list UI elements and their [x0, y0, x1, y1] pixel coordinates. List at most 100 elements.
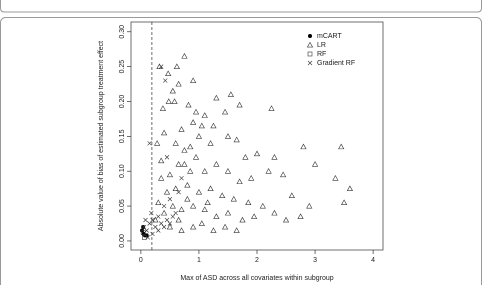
point	[207, 140, 214, 146]
point	[141, 224, 146, 229]
point	[190, 223, 197, 230]
point	[160, 209, 168, 216]
point	[242, 154, 249, 160]
point	[175, 216, 182, 223]
point	[227, 91, 234, 97]
point	[154, 140, 161, 146]
point	[280, 171, 287, 178]
point	[166, 171, 174, 178]
point	[192, 108, 200, 115]
point	[163, 188, 171, 195]
point	[207, 185, 214, 192]
point	[288, 192, 295, 198]
point	[144, 228, 149, 233]
point	[282, 216, 290, 223]
point	[311, 161, 319, 167]
point	[271, 154, 278, 160]
point	[181, 161, 188, 167]
legend-label: Gradient RF	[317, 60, 355, 67]
legend-marker	[308, 34, 312, 38]
point	[268, 105, 275, 111]
point	[176, 189, 181, 195]
legend-label: RF	[317, 51, 326, 58]
point	[158, 157, 165, 164]
point	[239, 216, 246, 223]
point	[169, 87, 176, 94]
y-tick-label: 0.10	[119, 164, 126, 178]
point	[185, 101, 192, 108]
point	[163, 78, 168, 83]
point	[158, 221, 164, 226]
point	[233, 227, 240, 233]
point	[338, 143, 345, 150]
point	[306, 202, 313, 209]
point	[178, 227, 185, 233]
legend-label: LR	[317, 42, 326, 49]
point	[198, 122, 205, 129]
point	[219, 192, 226, 198]
point	[187, 143, 194, 150]
point	[253, 150, 261, 157]
point	[143, 217, 148, 223]
point	[173, 210, 178, 216]
point	[184, 195, 191, 202]
point	[164, 217, 170, 223]
x-tick-label: 4	[371, 257, 375, 264]
point	[250, 213, 258, 219]
point	[201, 206, 208, 212]
point	[179, 175, 184, 181]
y-tick-label: 0.05	[119, 199, 126, 213]
point	[259, 202, 266, 209]
y-tick-label: 0.30	[119, 25, 126, 39]
point	[141, 224, 146, 230]
point	[181, 52, 188, 59]
point	[167, 221, 173, 226]
point	[221, 223, 229, 230]
point	[224, 209, 232, 216]
point	[224, 167, 232, 174]
point	[190, 202, 197, 209]
point	[178, 126, 185, 132]
point	[144, 233, 149, 238]
legend-marker	[307, 60, 313, 66]
x-tick-label: 2	[255, 257, 259, 264]
point	[155, 199, 162, 205]
point	[198, 220, 205, 226]
point	[204, 199, 211, 205]
point	[230, 195, 237, 202]
point	[210, 122, 217, 129]
point	[150, 231, 155, 237]
point	[297, 213, 304, 219]
point	[173, 63, 180, 70]
point	[233, 136, 240, 143]
point	[156, 214, 161, 219]
plot-box	[130, 21, 384, 251]
point	[190, 77, 197, 83]
point	[158, 64, 164, 69]
point	[187, 167, 194, 174]
point	[158, 174, 165, 181]
point	[213, 94, 220, 101]
y-tick-label: 0.15	[119, 129, 126, 143]
point	[184, 181, 191, 188]
point	[201, 112, 208, 118]
point	[175, 80, 182, 87]
point	[210, 227, 217, 233]
point	[171, 98, 178, 104]
point	[236, 101, 243, 108]
point	[340, 199, 348, 205]
point	[145, 235, 151, 240]
point	[346, 185, 354, 192]
point	[166, 223, 174, 230]
point	[201, 167, 208, 174]
point	[178, 206, 185, 212]
x-tick-label: 1	[197, 257, 201, 264]
point	[147, 221, 152, 226]
legend-marker	[306, 41, 314, 48]
x-tick-label: 3	[313, 257, 317, 264]
point	[172, 185, 179, 192]
top-frame	[0, 0, 482, 13]
point	[164, 155, 170, 160]
point	[221, 108, 229, 115]
